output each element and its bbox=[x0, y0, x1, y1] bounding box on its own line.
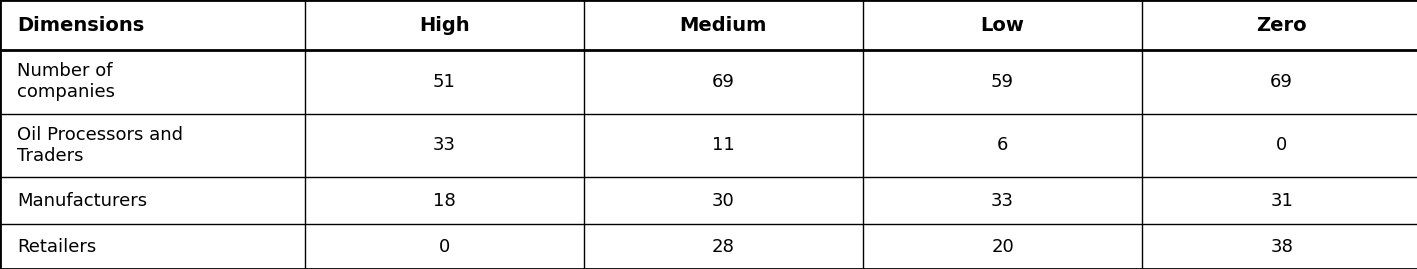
Text: 0: 0 bbox=[1277, 136, 1287, 154]
Text: 18: 18 bbox=[432, 192, 456, 210]
Bar bbox=[305, 50, 584, 114]
Bar bbox=[863, 50, 1142, 114]
Bar bbox=[305, 177, 584, 224]
Bar bbox=[305, 0, 584, 50]
Text: Low: Low bbox=[981, 16, 1024, 34]
Text: 69: 69 bbox=[1270, 73, 1294, 91]
Text: Zero: Zero bbox=[1257, 16, 1306, 34]
Text: Manufacturers: Manufacturers bbox=[17, 192, 147, 210]
Bar bbox=[584, 114, 863, 177]
Text: 30: 30 bbox=[711, 192, 735, 210]
Text: 33: 33 bbox=[990, 192, 1015, 210]
Text: 6: 6 bbox=[996, 136, 1009, 154]
Bar bbox=[305, 114, 584, 177]
Text: 28: 28 bbox=[711, 238, 735, 256]
Text: 69: 69 bbox=[711, 73, 735, 91]
Text: 31: 31 bbox=[1270, 192, 1294, 210]
Text: 0: 0 bbox=[439, 238, 449, 256]
Text: 20: 20 bbox=[990, 238, 1015, 256]
Bar bbox=[305, 224, 584, 269]
Bar bbox=[1142, 114, 1417, 177]
Bar bbox=[1142, 50, 1417, 114]
Text: 33: 33 bbox=[432, 136, 456, 154]
Bar bbox=[0, 50, 305, 114]
Text: Number of
companies: Number of companies bbox=[17, 62, 115, 101]
Text: 11: 11 bbox=[711, 136, 735, 154]
Bar bbox=[863, 177, 1142, 224]
Bar bbox=[863, 224, 1142, 269]
Bar bbox=[584, 50, 863, 114]
Bar bbox=[584, 224, 863, 269]
Text: Dimensions: Dimensions bbox=[17, 16, 145, 34]
Text: Oil Processors and
Traders: Oil Processors and Traders bbox=[17, 126, 183, 165]
Text: Medium: Medium bbox=[680, 16, 767, 34]
Bar bbox=[863, 114, 1142, 177]
Bar bbox=[584, 177, 863, 224]
Text: High: High bbox=[419, 16, 469, 34]
Bar bbox=[584, 0, 863, 50]
Bar bbox=[0, 114, 305, 177]
Text: 59: 59 bbox=[990, 73, 1015, 91]
Bar bbox=[1142, 0, 1417, 50]
Text: Retailers: Retailers bbox=[17, 238, 96, 256]
Bar bbox=[1142, 224, 1417, 269]
Bar bbox=[0, 177, 305, 224]
Bar bbox=[863, 0, 1142, 50]
Bar bbox=[1142, 177, 1417, 224]
Text: 51: 51 bbox=[432, 73, 456, 91]
Bar bbox=[0, 224, 305, 269]
Bar bbox=[0, 0, 305, 50]
Text: 38: 38 bbox=[1270, 238, 1294, 256]
